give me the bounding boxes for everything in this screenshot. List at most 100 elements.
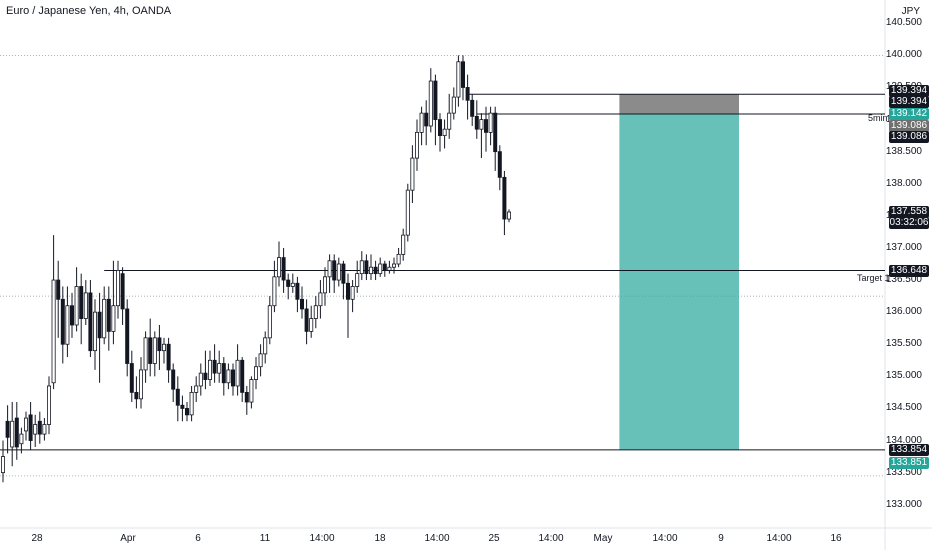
candle-bullish [419, 112, 424, 133]
price-axis-tick: 133.500 [885, 466, 922, 478]
candle-bearish [157, 337, 162, 352]
candle-bearish [304, 308, 309, 332]
candle-bearish [203, 372, 208, 380]
candle-bearish [106, 298, 111, 332]
candle-bullish [207, 359, 212, 380]
stop-loss-zone [619, 94, 739, 115]
candle-bearish [382, 263, 387, 271]
time-axis-tick: 25 [488, 533, 500, 544]
candle-bullish [350, 286, 355, 300]
candle-bullish [506, 211, 511, 220]
candle-bullish [93, 311, 98, 352]
candle-bearish [364, 260, 369, 275]
candle-bullish [442, 128, 447, 137]
candle-bearish [483, 119, 488, 133]
candle-bullish [401, 234, 406, 255]
candle-bearish [120, 273, 125, 310]
candle-bearish [332, 260, 337, 281]
candle-bullish [226, 369, 231, 384]
candle-bullish [33, 424, 38, 435]
candle-bearish [28, 414, 33, 441]
price-axis-tick: 136.500 [885, 274, 922, 286]
candle-bullish [19, 433, 24, 445]
currency-label: JPY [901, 6, 920, 17]
candle-bearish [70, 305, 75, 326]
price-axis-tick: 134.500 [885, 402, 922, 414]
price-badge: 133.854 [889, 443, 929, 456]
candle-bearish [286, 279, 291, 287]
candle-bearish [221, 363, 226, 384]
candle-bearish [373, 266, 378, 275]
price-axis-tick: 133.000 [885, 498, 922, 510]
candle-bullish [189, 391, 194, 416]
candle-bullish [42, 424, 47, 435]
candle-bullish [456, 61, 461, 98]
candle-bearish [88, 292, 93, 352]
candle-bearish [56, 279, 61, 300]
candle-bearish [281, 257, 286, 281]
time-axis-tick: 14:00 [424, 533, 450, 544]
time-axis-tick: 28 [31, 533, 43, 544]
candle-bullish [309, 318, 314, 332]
candle-bullish [10, 420, 15, 448]
candle-bullish [428, 80, 433, 127]
candle-bullish [83, 292, 88, 319]
candle-bullish [198, 372, 203, 387]
time-axis-tick: 14:00 [538, 533, 564, 544]
candle-bullish [368, 266, 373, 275]
candle-bearish [148, 337, 153, 364]
price-badge: 139.086 [889, 119, 929, 132]
candle-bullish [51, 279, 56, 384]
time-axis-tick: 16 [830, 533, 842, 544]
candle-bearish [14, 417, 19, 448]
candle-bullish [387, 266, 392, 271]
symbol-title: Euro / Japanese Yen, 4h, OANDA [6, 5, 172, 17]
target-1-label: Target 1 [857, 272, 890, 283]
candle-bullish [111, 305, 116, 332]
candle-bullish [161, 343, 166, 352]
price-badge: 133.851 [889, 457, 929, 469]
candle-bearish [129, 363, 134, 393]
candle-bullish [313, 305, 318, 319]
candle-bearish [212, 359, 217, 374]
price-badge: 137.558 [889, 206, 929, 218]
candle-bullish [355, 273, 360, 287]
candle-bullish [318, 292, 323, 307]
time-axis-tick: 11 [259, 533, 271, 544]
candle-bearish [345, 282, 350, 300]
candle-bullish [488, 112, 493, 133]
candle-bullish [23, 417, 28, 432]
candle-bearish [5, 420, 10, 438]
candle-bullish [0, 456, 6, 474]
candle-bearish [134, 391, 139, 400]
candle-bullish [74, 286, 79, 326]
candle-bullish [65, 305, 70, 345]
candle-bullish [410, 157, 415, 191]
candle-bullish [327, 260, 332, 278]
time-axis-tick: Apr [120, 533, 136, 544]
candle-bullish [263, 337, 268, 355]
price-badge: 136.648 [889, 264, 929, 277]
take-profit-zone [619, 114, 739, 450]
candle-bullish [322, 276, 327, 294]
candle-bullish [290, 282, 295, 287]
candle-bullish [378, 263, 383, 275]
candle-bullish [276, 257, 281, 278]
price-axis-tick: 135.500 [885, 338, 922, 350]
candle-bearish [460, 61, 465, 88]
candle-bearish [166, 343, 171, 371]
candle-bearish [125, 308, 130, 364]
candle-bullish [235, 359, 240, 387]
candle-bearish [184, 408, 189, 416]
candle-bullish [138, 369, 143, 400]
price-axis-tick: 135.000 [885, 370, 922, 382]
candle-bullish [405, 189, 410, 236]
five-min-label: 5min [868, 113, 888, 124]
candle-bearish [240, 359, 245, 393]
candle-bullish [414, 131, 419, 159]
candle-bearish [433, 80, 438, 120]
candle-bearish [497, 151, 502, 178]
candle-bullish [272, 276, 277, 307]
price-axis-tick: 138.000 [885, 177, 922, 189]
